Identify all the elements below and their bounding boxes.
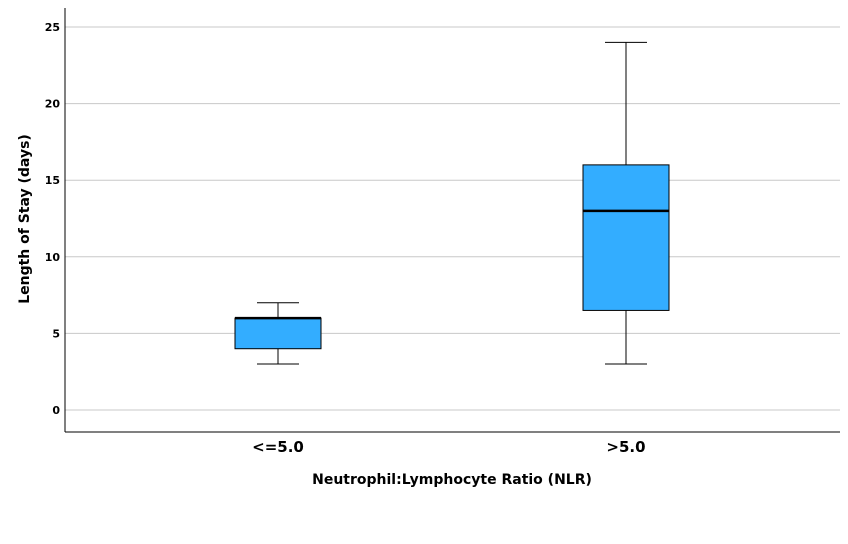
x-tick-labels: <=5.0 >5.0: [252, 438, 645, 456]
y-axis-title: Length of Stay (days): [17, 134, 33, 304]
y-tick-label: 10: [45, 251, 61, 264]
x-axis-title: Neutrophil:Lymphocyte Ratio (NLR): [312, 472, 592, 488]
axes: [64, 8, 840, 433]
box-group-2: [582, 41, 670, 365]
boxes: [234, 41, 670, 365]
y-tick-label: 20: [45, 98, 61, 111]
x-tick-label: <=5.0: [252, 438, 304, 456]
box-group-1: [234, 302, 322, 365]
y-tick-label: 15: [45, 174, 60, 187]
y-tick-labels: 0 5 10 15 20 25: [45, 21, 61, 417]
x-tick-label: >5.0: [606, 438, 645, 456]
gridlines: [65, 26, 840, 411]
y-tick-label: 25: [45, 21, 60, 34]
y-tick-label: 0: [52, 404, 60, 417]
iqr-box: [234, 317, 322, 350]
y-tick-label: 5: [52, 327, 60, 340]
iqr-box: [582, 164, 670, 311]
